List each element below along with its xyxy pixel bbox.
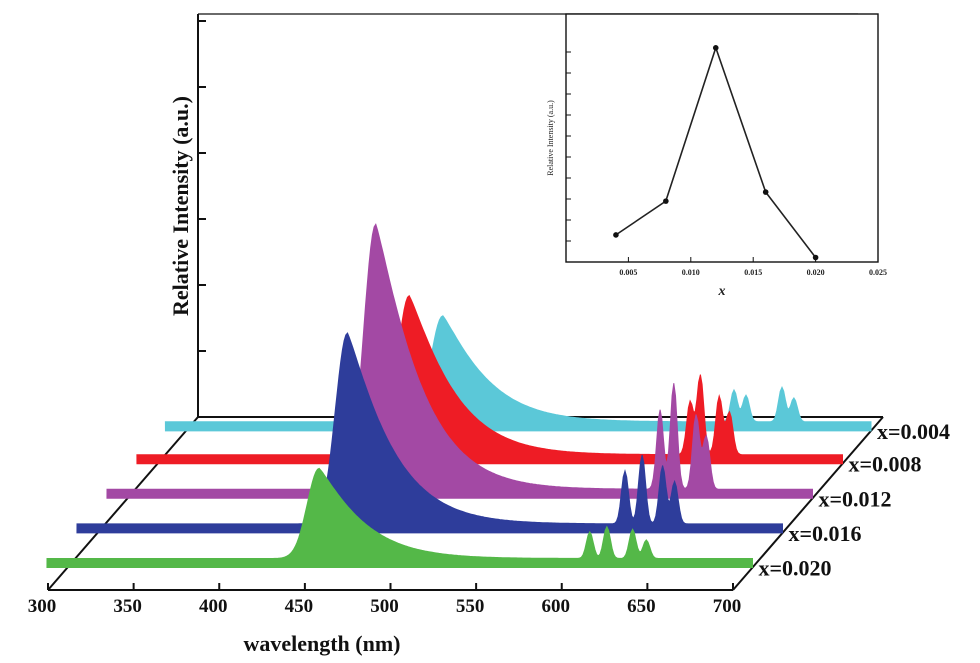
spectrum-series [76, 332, 783, 534]
spectrum-area [76, 332, 783, 534]
inset-x-tick-label: 0.025 [869, 268, 887, 277]
inset-point [712, 45, 719, 51]
inset-x-title: x [718, 284, 726, 299]
x-tick-label: 400 [199, 596, 228, 617]
spectrum-area [46, 467, 753, 569]
inset-x-tick-label: 0.020 [807, 268, 825, 277]
x-tick-label: 550 [456, 596, 485, 617]
spectra-group [46, 223, 872, 569]
inset-x-tick-label: 0.010 [682, 268, 700, 277]
spectrum-series [164, 315, 872, 432]
depth-axis-right [732, 416, 884, 591]
series-label: x=0.004 [877, 419, 950, 444]
x-tick-label: 650 [627, 596, 656, 617]
labels-group: x=0.004 x=0.008 x=0.012 x=0.016 x=0.020 [759, 419, 951, 581]
inset-x-tick-label: 0.005 [619, 268, 637, 277]
x-tick-label: 450 [285, 596, 314, 617]
inset-chart: 0.005 0.010 0.015 0.020 0.025 Relative Intens… [546, 13, 887, 299]
spectrum-series [46, 467, 753, 569]
inset-point [613, 232, 619, 238]
series-label: x=0.008 [849, 452, 922, 477]
spectrum-area [164, 315, 872, 432]
x-tick-label: 500 [370, 596, 399, 617]
spectrum-series [136, 294, 843, 465]
series-label: x=0.012 [819, 486, 892, 511]
spectrum-series [106, 223, 813, 499]
inset-point [663, 198, 669, 204]
x-tick-label: 350 [113, 596, 142, 617]
spectrum-area [106, 223, 813, 499]
spectrum-area [136, 294, 843, 465]
inset-x-tick-label: 0.015 [744, 268, 762, 277]
inset-frame [565, 13, 879, 263]
x-tick-label: 700 [713, 596, 742, 617]
inset-point [812, 254, 819, 261]
x-axis-title: wavelength (nm) [243, 631, 400, 656]
inset-y-title: Relative Intensity (a.u.) [546, 100, 555, 176]
inset-point [762, 189, 769, 195]
x-tick-label: 300 [28, 596, 57, 617]
y-axis-title: Relative Intensity (a.u.) [168, 96, 193, 316]
series-label: x=0.020 [759, 556, 832, 581]
series-label: x=0.016 [789, 521, 862, 546]
x-tick-label: 600 [542, 596, 571, 617]
